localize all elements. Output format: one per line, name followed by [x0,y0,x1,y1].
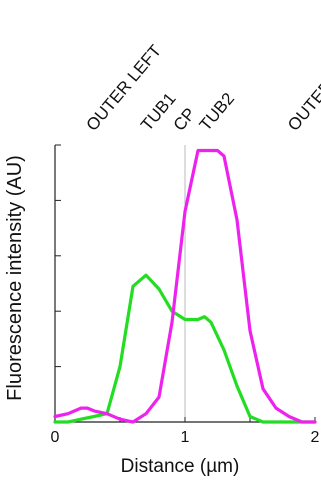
annotation-label: TUB1 [137,89,179,135]
y-axis-label: Fluorescence intensity (AU) [4,155,26,401]
series-line-1 [53,273,317,424]
annotation-label: TUB2 [196,89,238,135]
x-tick-label: 0 [51,429,60,446]
series-layer [53,148,317,424]
x-axis-label: Distance (µm) [121,456,240,477]
annotation-label: OUTER R [284,64,321,135]
annotation-label: CP [170,104,200,134]
x-tick-label: 2 [311,429,320,446]
plot-frame [54,145,315,423]
x-tick-labels: 0 1 2 [51,429,320,446]
series-line-2 [53,148,317,424]
x-tick-label: 1 [181,429,190,446]
